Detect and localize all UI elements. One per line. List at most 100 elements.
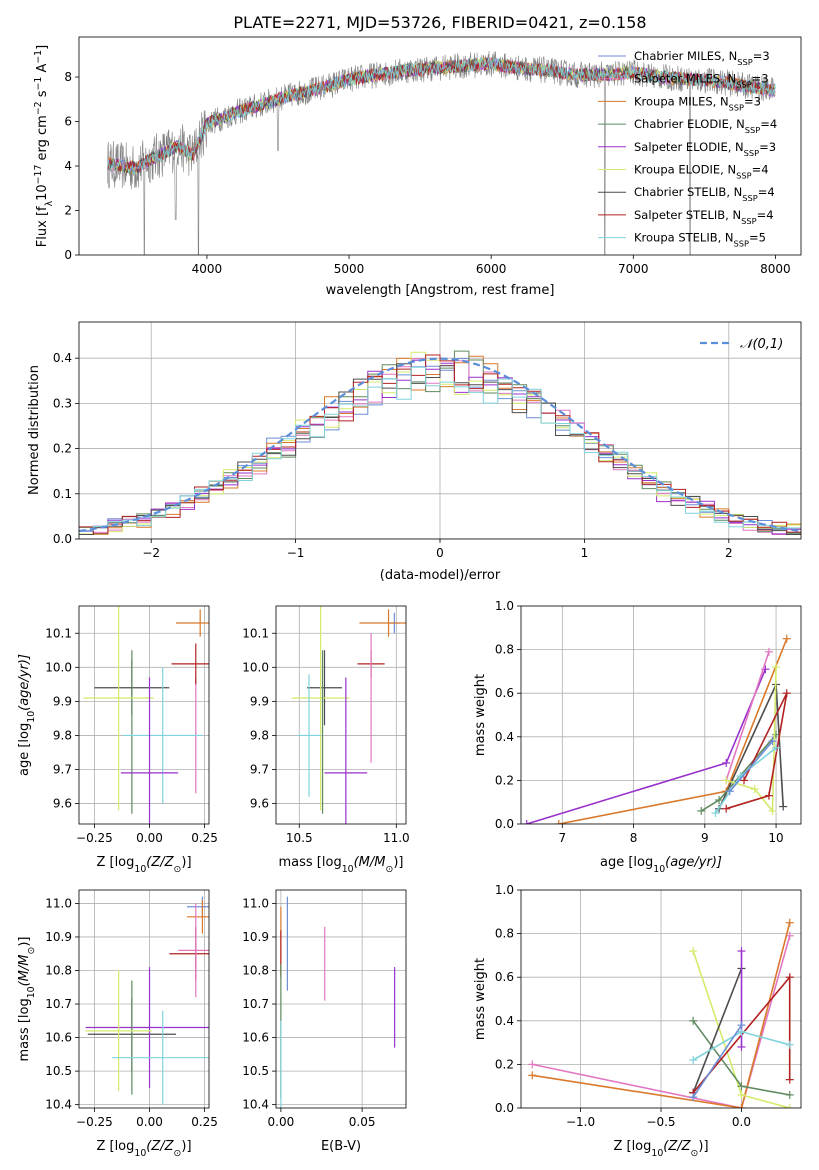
y-tick-label: 10.9 (242, 930, 269, 944)
x-tick-label: 7 (559, 831, 567, 845)
y-axis-label: Normed distribution (27, 365, 42, 495)
y-axis-label-part: erg cm (35, 115, 50, 164)
y-tick-label: 1.0 (495, 883, 514, 897)
x-tick-label: 11.0 (383, 831, 410, 845)
axes-frame (520, 889, 802, 1109)
x-axis-label: (data-model)/error (380, 568, 501, 583)
weight-series-line (532, 922, 791, 1108)
y-tick-label: 0.6 (495, 686, 514, 700)
y-tick-label: 10.6 (242, 1031, 269, 1045)
y-tick-label: 10.7 (45, 997, 72, 1011)
spectrum-model-line (107, 56, 776, 175)
y-axis-label: mass weight (473, 674, 488, 756)
y-axis-label-part: (age/yr)] (17, 654, 32, 711)
y-tick-label: 10.0 (45, 660, 72, 674)
y-tick-label: 0.2 (53, 442, 72, 456)
x-tick-label: 5000 (334, 262, 365, 276)
y-axis-label-part: 10 (26, 711, 37, 723)
x-tick-label: 1 (581, 546, 589, 560)
histogram-step-line (79, 354, 801, 535)
legend-entry-part: SSP (736, 171, 751, 181)
legend-entry-part: Kroupa STELIB, N (634, 231, 734, 245)
legend-entry-part: Salpeter ELODIE, N (634, 140, 744, 154)
x-tick-label: 10.5 (286, 831, 313, 845)
x-axis-label-part: )] (698, 1139, 708, 1154)
y-axis-label: age [log10(age/yr)] (17, 654, 37, 776)
spectrum-model-line (107, 57, 776, 173)
y-axis-label: mass [log10(M/M⊙)] (17, 937, 37, 1062)
panel-weight-vs-Z: −1.0 −0.5 0.0 0.0 0.2 0.4 0.6 0.8 1.0 Z [log10(Z/… (473, 883, 802, 1159)
y-tick-label: 10.1 (242, 626, 269, 640)
y-tick-label: 9.9 (53, 694, 72, 708)
y-tick-label: 0.6 (495, 970, 514, 984)
legend-entry-part: =3 (753, 49, 770, 63)
legend-entry-part: Salpeter STELIB, N (634, 208, 741, 222)
y-axis-label: mass weight (473, 958, 488, 1040)
x-axis-label-part: 10 (653, 864, 665, 875)
y-axis-label-part: ⊙ (26, 947, 37, 955)
y-axis-label-part: −2 (33, 101, 44, 115)
axes-frame (275, 889, 407, 1109)
x-axis-label-part: 10 (651, 1148, 663, 1159)
plot-area-weight-vs-age (521, 606, 801, 824)
y-axis-label-part: A (35, 64, 50, 77)
panel-mass-vs-Z: −0.25 0.00 0.25 10.4 10.5 10.6 10.7 10.8 10.9 11.… (17, 889, 218, 1159)
x-axis-label: E(B-V) (321, 1139, 361, 1154)
panel-mass-vs-EBV: 0.00 0.05 10.4 10.5 10.6 10.7 10.8 10.9 11.0 E(B-… (242, 889, 407, 1154)
x-axis-label-part: age [log (600, 855, 653, 870)
gaussian-reference-line (79, 357, 801, 533)
y-tick-label: 0 (64, 248, 72, 262)
x-tick-label: 0.00 (136, 831, 163, 845)
legend-entry: Kroupa STELIB, NSSP=5 (634, 231, 766, 249)
y-tick-label: 1.0 (495, 599, 514, 613)
y-tick-label: 0.0 (53, 532, 72, 546)
x-tick-label: 7000 (618, 262, 649, 276)
y-tick-label: 9.8 (53, 728, 72, 742)
legend-entry: Chabrier STELIB, NSSP=4 (634, 185, 775, 203)
legend-entry-part: SSP (742, 193, 757, 203)
y-axis-label-part: −17 (33, 165, 44, 185)
y-axis-label-part: )] (17, 937, 32, 947)
legend-entry-part: =4 (758, 185, 775, 199)
y-tick-label: 10.0 (242, 660, 269, 674)
x-axis-label-part: )] (393, 855, 403, 870)
y-tick-label: 0.0 (495, 817, 514, 831)
panel-residuals: −2 −1 0 1 2 0.0 0.1 0.2 0.3 0.4 𝒩(0,1) (data-model)… (27, 321, 802, 583)
plot-area-weight-vs-Z (521, 890, 801, 1108)
x-tick-label: 9 (701, 831, 709, 845)
x-axis-label-part: Z [log (96, 855, 134, 870)
x-tick-label: 0.00 (136, 1115, 163, 1129)
axes-frame (78, 36, 802, 256)
y-tick-label: 9.7 (250, 763, 269, 777)
legend-entry: Kroupa ELODIE, NSSP=4 (634, 163, 769, 181)
weight-series-line (725, 692, 788, 810)
y-tick-label: 10.5 (45, 1064, 72, 1078)
y-tick-label: 8 (64, 70, 72, 84)
y-axis-label-part: (M/M (17, 955, 32, 987)
x-tick-label: 10 (768, 831, 783, 845)
x-tick-label: 2 (725, 546, 733, 560)
y-tick-label: 9.8 (250, 728, 269, 742)
x-tick-label: 0.0 (732, 1115, 751, 1129)
y-axis-label-part: −1 (33, 77, 44, 91)
y-tick-label: 6 (64, 115, 72, 129)
x-axis-label-part: ⊙ (174, 864, 182, 875)
y-tick-label: 0.3 (53, 396, 72, 410)
y-tick-label: 10.4 (45, 1098, 72, 1112)
y-tick-label: 11.0 (242, 896, 269, 910)
legend-entry: Kroupa MILES, NSSP=3 (634, 94, 761, 112)
x-tick-label: 8 (630, 831, 638, 845)
axes-frame (520, 605, 802, 825)
legend-entry: Salpeter STELIB, NSSP=4 (634, 208, 774, 226)
axes-frame (78, 321, 802, 540)
legend-entry-part: =4 (757, 208, 774, 222)
y-tick-label: 0.8 (495, 927, 514, 941)
x-tick-label: −1 (287, 546, 305, 560)
y-tick-label: 0.1 (53, 487, 72, 501)
x-axis-label-part: 10 (134, 1148, 146, 1159)
legend-entry: 𝒩(0,1) (740, 337, 783, 352)
x-axis-label-part: ⊙ (691, 1148, 699, 1159)
x-tick-label: −0.5 (646, 1115, 675, 1129)
y-tick-label: 0.4 (495, 730, 514, 744)
